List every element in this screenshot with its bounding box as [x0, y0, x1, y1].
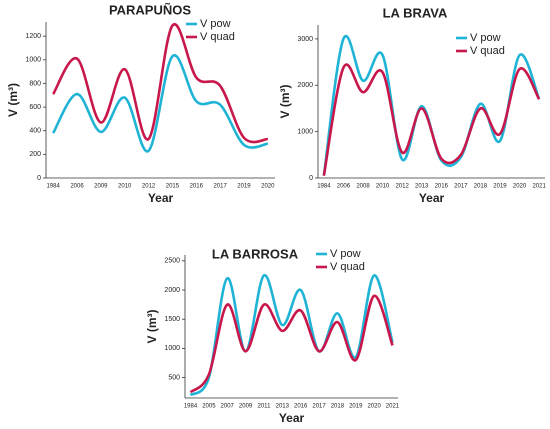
x-tick-label: 2012 — [395, 184, 409, 190]
x-tick-label: 2007 — [221, 404, 235, 410]
x-tick-label: 2006 — [337, 184, 351, 190]
y-tick-label: 1000 — [164, 345, 180, 352]
y-axis-label: V (m³) — [278, 85, 292, 119]
x-tick-label: 2011 — [258, 404, 272, 410]
x-tick-label: 2017 — [213, 184, 227, 190]
x-tick-label: 2013 — [276, 404, 290, 410]
y-tick-label: 200 — [29, 151, 41, 158]
y-tick-label: 500 — [168, 374, 180, 381]
x-tick-label: 2010 — [118, 184, 132, 190]
y-tick-label: 1500 — [164, 316, 180, 323]
x-tick-label: 2009 — [239, 404, 253, 410]
y-tick-label: 800 — [29, 80, 41, 87]
x-tick-label: 2008 — [356, 184, 370, 190]
y-tick-label: 400 — [29, 128, 41, 135]
y-tick-label: 2000 — [164, 287, 180, 294]
x-tick-label: 2005 — [202, 404, 216, 410]
y-tick-label: 0 — [309, 175, 313, 182]
x-tick-label: 2020 — [261, 184, 275, 190]
x-tick-label: 2010 — [376, 184, 390, 190]
x-axis-label: Year — [419, 191, 445, 205]
x-tick-label: 2020 — [513, 184, 527, 190]
series-line — [189, 294, 394, 394]
y-axis-label: V (m³) — [6, 83, 20, 117]
y-tick-label: 1000 — [297, 128, 313, 135]
y-tick-label: 0 — [37, 175, 41, 182]
legend-label: V quad — [330, 261, 365, 273]
x-tick-label: 2012 — [142, 184, 156, 190]
x-axis-label: Year — [148, 191, 174, 205]
x-tick-label: 2006 — [70, 184, 84, 190]
legend-label: V pow — [470, 32, 501, 44]
x-tick-label: 2016 — [435, 184, 449, 190]
y-tick-label: 2000 — [297, 82, 313, 89]
x-tick-label: 2016 — [294, 404, 308, 410]
x-tick-label: 2016 — [190, 184, 204, 190]
legend-label: V pow — [200, 18, 231, 30]
chart-title: LA BARROSA — [212, 246, 299, 261]
x-tick-label: 2017 — [454, 184, 468, 190]
x-tick-label: 2019 — [493, 184, 507, 190]
x-tick-label: 2013 — [415, 184, 429, 190]
legend-label: V quad — [470, 45, 505, 57]
x-tick-label: 2021 — [386, 404, 400, 410]
x-tick-label: 1984 — [46, 184, 60, 190]
series-line — [189, 274, 394, 397]
series-line — [52, 23, 269, 144]
x-tick-label: 2020 — [367, 404, 381, 410]
x-tick-label: 1984 — [184, 404, 198, 410]
x-axis-label: Year — [279, 411, 305, 425]
x-tick-label: 2018 — [474, 184, 488, 190]
x-tick-label: 2009 — [94, 184, 108, 190]
chart-title: LA BRAVA — [383, 5, 448, 20]
x-tick-label: 2017 — [312, 404, 326, 410]
x-tick-label: 2019 — [349, 404, 363, 410]
y-tick-label: 1000 — [25, 57, 41, 64]
series-line — [322, 34, 541, 176]
y-tick-label: 1200 — [25, 33, 41, 40]
legend-label: V pow — [330, 248, 361, 260]
series-line — [52, 54, 269, 153]
series-line — [322, 63, 541, 176]
x-tick-label: 2019 — [237, 184, 251, 190]
legend-label: V quad — [200, 31, 235, 43]
y-tick-label: 2500 — [164, 258, 180, 265]
x-tick-label: 2021 — [532, 184, 546, 190]
x-tick-label: 2018 — [331, 404, 345, 410]
chart-title: PARAPUÑOS — [109, 2, 191, 17]
y-tick-label: 3000 — [297, 36, 313, 43]
x-tick-label: 2015 — [166, 184, 180, 190]
x-tick-label: 1984 — [317, 184, 331, 190]
y-tick-label: 600 — [29, 104, 41, 111]
y-axis-label: V (m³) — [145, 310, 159, 344]
